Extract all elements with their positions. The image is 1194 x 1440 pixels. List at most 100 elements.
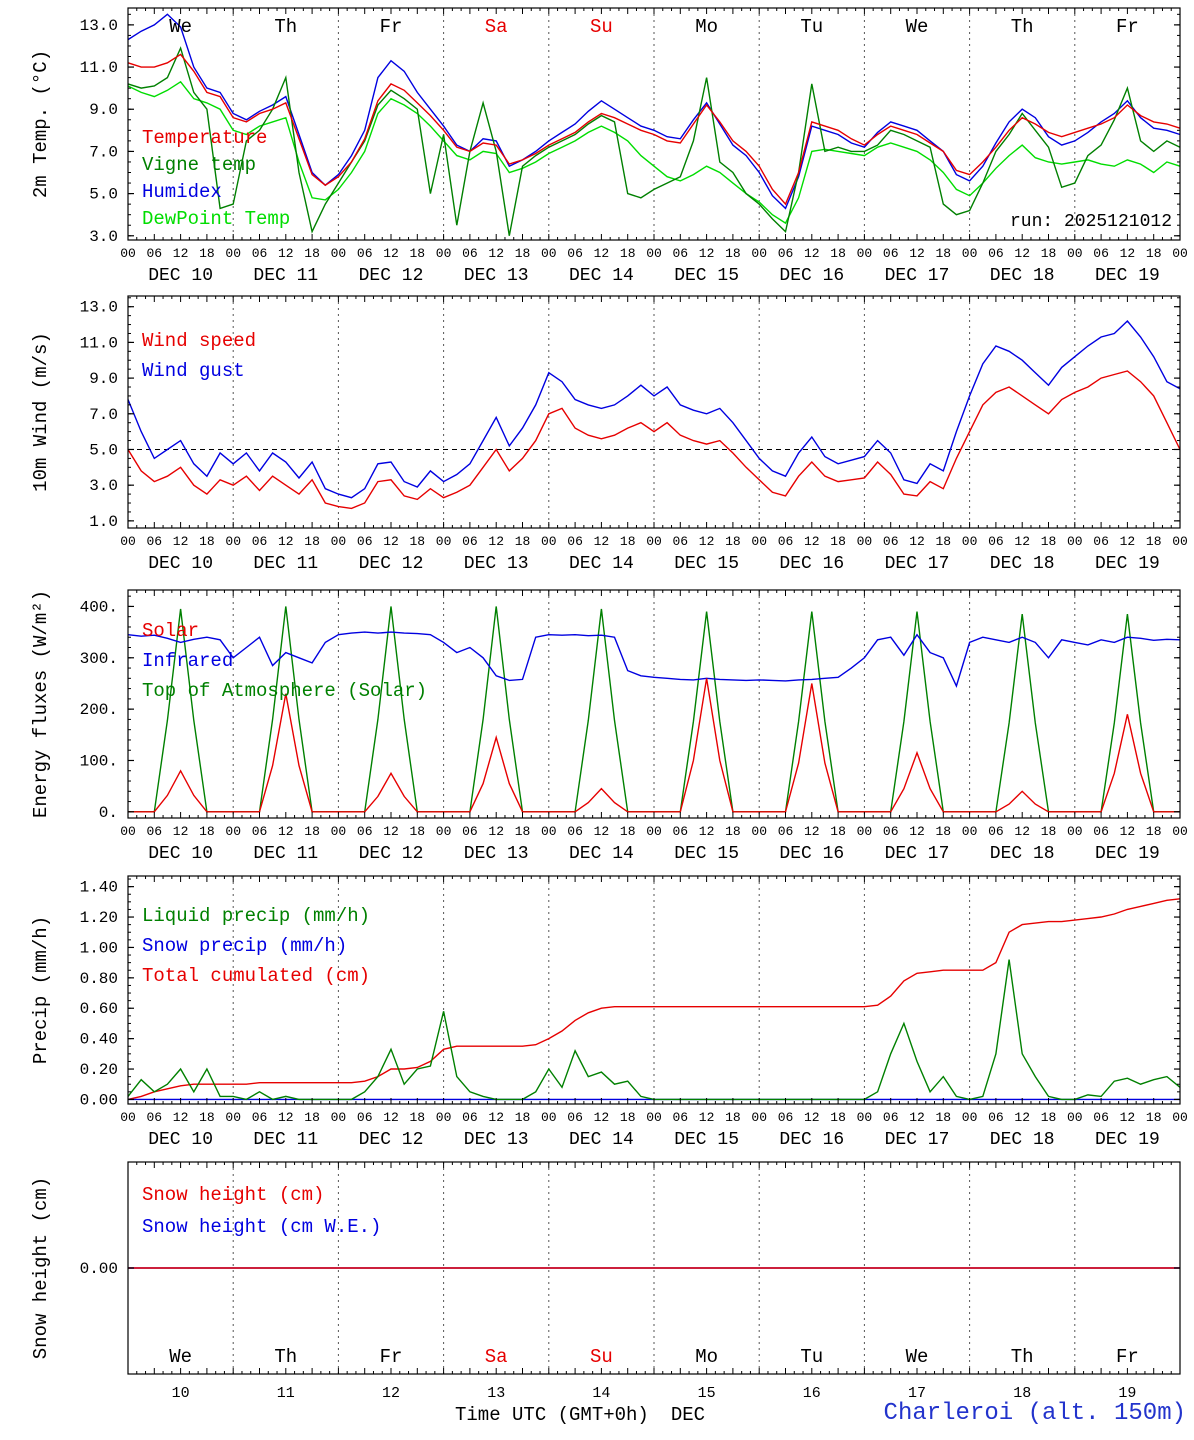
svg-text:06: 06 bbox=[146, 534, 162, 549]
svg-text:11.0: 11.0 bbox=[80, 59, 118, 77]
svg-text:06: 06 bbox=[883, 246, 899, 261]
svg-text:06: 06 bbox=[778, 1110, 794, 1125]
svg-text:Wind gust: Wind gust bbox=[142, 360, 245, 382]
svg-text:DEC 16: DEC 16 bbox=[779, 266, 844, 286]
svg-text:12: 12 bbox=[1120, 246, 1136, 261]
svg-text:18: 18 bbox=[1146, 1110, 1162, 1125]
svg-text:12: 12 bbox=[594, 1110, 610, 1125]
svg-text:We: We bbox=[169, 16, 192, 38]
svg-text:06: 06 bbox=[357, 824, 373, 839]
svg-text:12: 12 bbox=[804, 824, 820, 839]
svg-text:00: 00 bbox=[331, 1110, 347, 1125]
svg-text:DEC 13: DEC 13 bbox=[464, 266, 529, 286]
svg-text:15: 15 bbox=[698, 1385, 716, 1402]
svg-text:18: 18 bbox=[1041, 246, 1057, 261]
svg-text:06: 06 bbox=[357, 1110, 373, 1125]
svg-text:18: 18 bbox=[830, 246, 846, 261]
svg-text:06: 06 bbox=[988, 1110, 1004, 1125]
svg-text:00: 00 bbox=[857, 1110, 873, 1125]
svg-text:18: 18 bbox=[1146, 534, 1162, 549]
svg-text:DEC 15: DEC 15 bbox=[674, 844, 739, 864]
svg-text:200.: 200. bbox=[80, 701, 118, 719]
svg-text:7.0: 7.0 bbox=[89, 406, 118, 424]
svg-text:12: 12 bbox=[909, 824, 925, 839]
svg-text:3.0: 3.0 bbox=[89, 477, 118, 495]
svg-text:10m Wind (m/s): 10m Wind (m/s) bbox=[30, 332, 52, 492]
svg-text:Mo: Mo bbox=[695, 1346, 718, 1368]
svg-text:18: 18 bbox=[515, 534, 531, 549]
svg-text:06: 06 bbox=[672, 824, 688, 839]
svg-text:00: 00 bbox=[331, 246, 347, 261]
svg-text:Vigne temp: Vigne temp bbox=[142, 154, 256, 176]
x-axis-month-label: DEC bbox=[670, 1404, 706, 1426]
svg-text:12: 12 bbox=[383, 246, 399, 261]
svg-text:18: 18 bbox=[409, 824, 425, 839]
svg-text:12: 12 bbox=[382, 1385, 400, 1402]
svg-text:00: 00 bbox=[751, 534, 767, 549]
svg-text:DEC 16: DEC 16 bbox=[779, 554, 844, 574]
svg-text:12: 12 bbox=[804, 246, 820, 261]
svg-text:12: 12 bbox=[909, 534, 925, 549]
svg-text:11: 11 bbox=[277, 1385, 295, 1402]
svg-text:Th: Th bbox=[1011, 16, 1034, 38]
svg-text:Th: Th bbox=[274, 1346, 297, 1368]
svg-text:18: 18 bbox=[409, 246, 425, 261]
svg-text:12: 12 bbox=[173, 824, 189, 839]
svg-text:12: 12 bbox=[699, 534, 715, 549]
svg-text:00: 00 bbox=[1067, 246, 1083, 261]
svg-text:DEC 19: DEC 19 bbox=[1095, 554, 1160, 574]
svg-text:18: 18 bbox=[515, 1110, 531, 1125]
svg-text:Snow height (cm): Snow height (cm) bbox=[142, 1184, 324, 1206]
svg-text:Th: Th bbox=[274, 16, 297, 38]
svg-text:DEC 18: DEC 18 bbox=[990, 844, 1055, 864]
svg-text:18: 18 bbox=[725, 824, 741, 839]
svg-text:Fr: Fr bbox=[1116, 1346, 1139, 1368]
svg-text:18: 18 bbox=[199, 246, 215, 261]
svg-text:DEC 14: DEC 14 bbox=[569, 554, 634, 574]
svg-text:DEC 15: DEC 15 bbox=[674, 1130, 739, 1150]
svg-text:Wind speed: Wind speed bbox=[142, 330, 256, 352]
svg-text:00: 00 bbox=[1172, 824, 1188, 839]
svg-text:Energy fluxes (W/m²): Energy fluxes (W/m²) bbox=[30, 590, 52, 818]
svg-text:DEC 12: DEC 12 bbox=[359, 266, 424, 286]
svg-text:06: 06 bbox=[883, 824, 899, 839]
svg-text:00: 00 bbox=[646, 534, 662, 549]
svg-text:18: 18 bbox=[620, 246, 636, 261]
svg-text:12: 12 bbox=[804, 1110, 820, 1125]
svg-text:DEC 10: DEC 10 bbox=[148, 554, 213, 574]
svg-text:12: 12 bbox=[909, 1110, 925, 1125]
svg-text:12: 12 bbox=[1014, 534, 1030, 549]
svg-text:Total cumulated (cm): Total cumulated (cm) bbox=[142, 965, 370, 987]
svg-text:00: 00 bbox=[541, 824, 557, 839]
svg-text:18: 18 bbox=[515, 246, 531, 261]
svg-text:Fr: Fr bbox=[380, 16, 403, 38]
svg-text:00: 00 bbox=[857, 534, 873, 549]
svg-text:06: 06 bbox=[672, 534, 688, 549]
svg-text:18: 18 bbox=[935, 1110, 951, 1125]
svg-text:00: 00 bbox=[331, 534, 347, 549]
svg-text:Sa: Sa bbox=[485, 1346, 508, 1368]
svg-text:0.80: 0.80 bbox=[80, 970, 118, 988]
svg-text:06: 06 bbox=[146, 1110, 162, 1125]
svg-text:12: 12 bbox=[909, 246, 925, 261]
svg-text:DEC 18: DEC 18 bbox=[990, 266, 1055, 286]
svg-text:06: 06 bbox=[462, 824, 478, 839]
svg-text:DEC 17: DEC 17 bbox=[885, 266, 950, 286]
svg-text:12: 12 bbox=[383, 534, 399, 549]
svg-text:DEC 14: DEC 14 bbox=[569, 1130, 634, 1150]
svg-text:18: 18 bbox=[304, 246, 320, 261]
svg-text:DEC 11: DEC 11 bbox=[253, 844, 318, 864]
svg-text:06: 06 bbox=[252, 534, 268, 549]
svg-text:5.0: 5.0 bbox=[89, 186, 118, 204]
svg-text:13.0: 13.0 bbox=[80, 299, 118, 317]
svg-text:00: 00 bbox=[541, 1110, 557, 1125]
svg-text:06: 06 bbox=[462, 534, 478, 549]
svg-text:18: 18 bbox=[199, 824, 215, 839]
svg-text:18: 18 bbox=[1041, 1110, 1057, 1125]
svg-text:06: 06 bbox=[357, 534, 373, 549]
svg-text:Snow height (cm W.E.): Snow height (cm W.E.) bbox=[142, 1216, 381, 1238]
svg-text:19: 19 bbox=[1118, 1385, 1136, 1402]
svg-text:06: 06 bbox=[462, 246, 478, 261]
svg-text:06: 06 bbox=[1093, 246, 1109, 261]
